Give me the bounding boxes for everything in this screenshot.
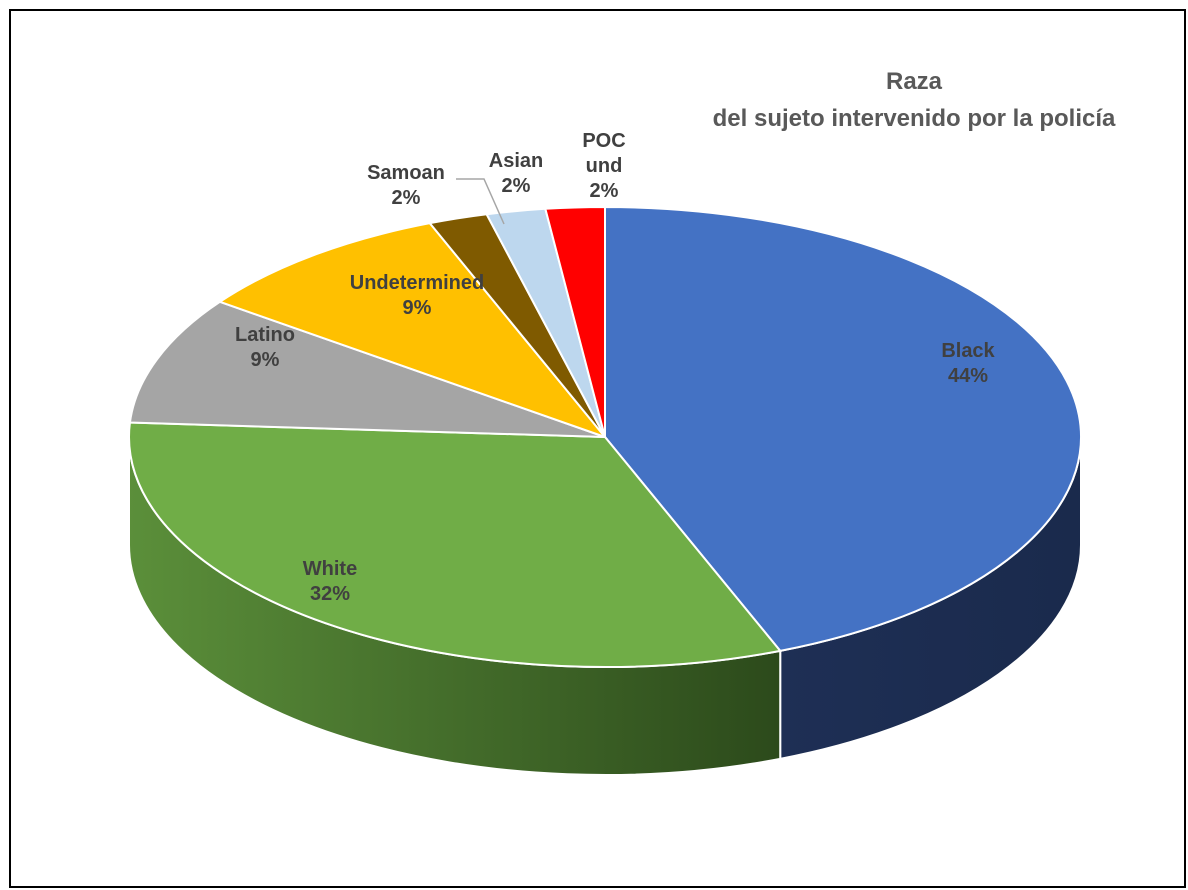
label-white: White 32% (303, 558, 357, 605)
chart-title: Raza (886, 68, 943, 95)
samoan-leader-line (456, 178, 505, 225)
label-black: Black 44% (941, 340, 995, 387)
slice-undetermined (217, 222, 609, 440)
slice-latino (128, 300, 606, 438)
label-asian: Asian 2% (489, 150, 543, 197)
label-samoan: Samoan 2% (367, 162, 445, 209)
chart-subtitle: del sujeto intervenido por la policía (713, 105, 1116, 132)
slice-poc-und (544, 205, 606, 438)
slice-black (604, 205, 1082, 652)
pie-labels: Black 44% White 32% Latino 9% Undetermined 9% Sa… (235, 130, 996, 605)
label-latino: Latino 9% (235, 324, 295, 371)
label-poc-und: POC und 2% (582, 130, 625, 202)
pie-top-faces (128, 205, 1082, 668)
slice-white (128, 421, 783, 668)
label-undetermined: Undetermined 9% (350, 272, 484, 319)
